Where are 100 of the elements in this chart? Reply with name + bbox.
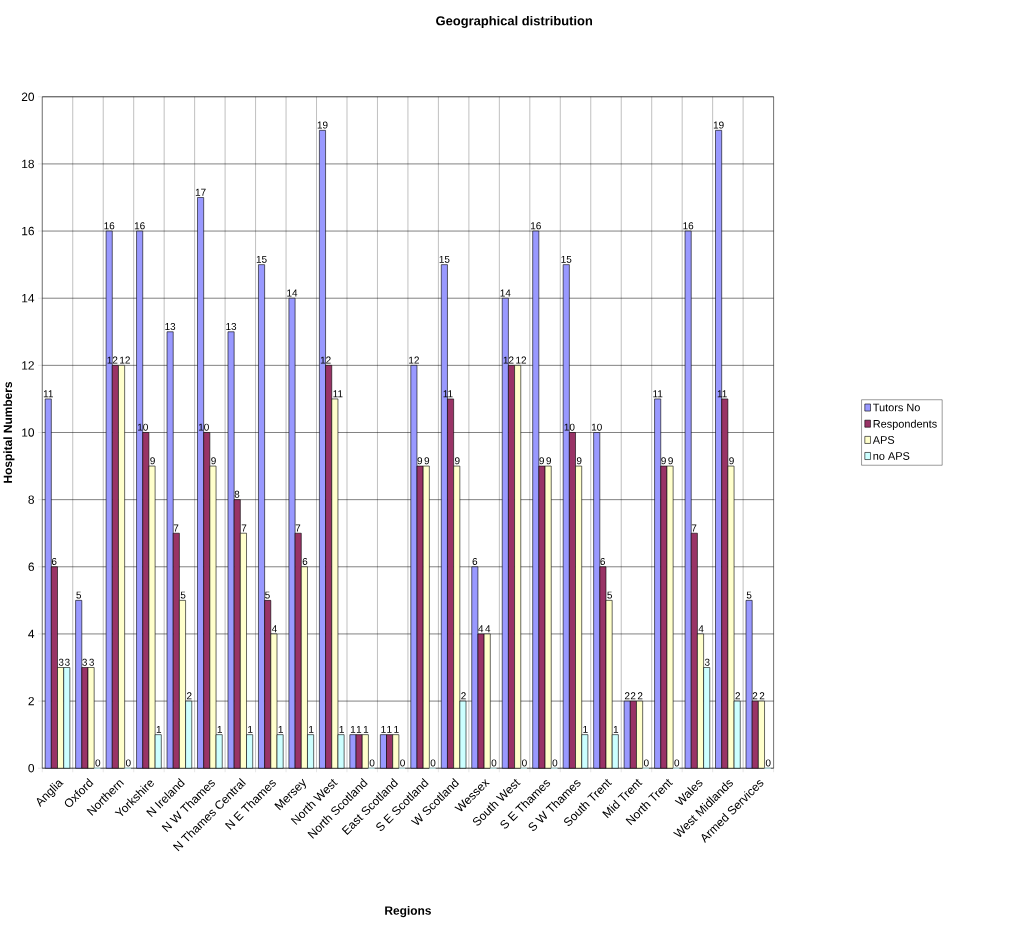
data-label: 7 <box>691 524 697 532</box>
data-label: 0 <box>765 759 771 767</box>
data-label: 9 <box>417 457 423 465</box>
data-label: 6 <box>302 558 308 566</box>
data-label: 0 <box>643 759 649 767</box>
data-label: 4 <box>485 625 491 633</box>
data-label: 1 <box>350 726 356 733</box>
data-label: 1 <box>309 726 314 733</box>
data-label: 9 <box>668 457 673 465</box>
data-label: 1 <box>394 726 399 733</box>
data-label: 14 <box>287 289 298 297</box>
data-label: 12 <box>503 356 514 364</box>
data-label: 9 <box>424 457 430 465</box>
data-label: 7 <box>295 524 301 532</box>
data-label: 9 <box>576 457 582 465</box>
data-label: 13 <box>226 323 237 331</box>
legend-label: APS <box>872 436 895 444</box>
data-label: 1 <box>156 726 162 733</box>
data-label: 15 <box>256 255 267 263</box>
data-label: 9 <box>211 457 216 465</box>
data-label: 3 <box>89 658 94 666</box>
data-label: 0 <box>674 759 680 767</box>
data-label: 1 <box>217 726 222 733</box>
data-label: 12 <box>516 356 527 364</box>
y-tick-label: 8 <box>28 495 34 504</box>
data-label: 3 <box>704 658 710 666</box>
data-label: 5 <box>746 591 752 599</box>
data-label: 1 <box>381 726 386 733</box>
data-label: 4 <box>478 625 484 633</box>
data-label: 11 <box>653 390 663 398</box>
data-label: 2 <box>461 692 466 700</box>
y-tick-label: 16 <box>22 226 34 236</box>
data-label: 0 <box>95 759 101 767</box>
data-label: 3 <box>58 658 64 666</box>
data-label: 9 <box>539 457 544 465</box>
data-label: 2 <box>752 692 758 700</box>
data-label: 4 <box>698 625 704 633</box>
data-label: 17 <box>195 188 206 196</box>
data-label: 9 <box>546 457 552 465</box>
data-label: 16 <box>134 222 145 230</box>
y-axis-title: Hospital Numbers <box>3 382 15 483</box>
data-label: 19 <box>317 121 328 129</box>
data-label: 2 <box>186 692 192 700</box>
y-tick-label: 10 <box>22 428 35 437</box>
data-label: 14 <box>500 289 511 297</box>
data-label: 10 <box>591 423 602 431</box>
data-label: 1 <box>387 726 392 733</box>
chart-title: Geographical distribution <box>436 15 593 29</box>
data-label: 10 <box>138 423 148 431</box>
data-label: 0 <box>400 759 405 767</box>
data-label: 12 <box>409 356 419 364</box>
legend-label: Tutors No <box>873 403 920 412</box>
data-label: 0 <box>369 759 375 767</box>
data-label: 10 <box>198 423 209 431</box>
data-label: 6 <box>600 558 605 566</box>
data-label: 5 <box>607 591 613 599</box>
data-label: 5 <box>265 591 270 599</box>
data-label: 9 <box>455 457 460 465</box>
data-label: 1 <box>339 726 344 733</box>
data-label: 4 <box>271 625 277 633</box>
data-label: 5 <box>180 591 186 599</box>
data-label: 16 <box>104 222 115 230</box>
data-label: 1 <box>356 726 362 733</box>
data-label: 5 <box>76 591 82 599</box>
data-label: 3 <box>82 658 87 666</box>
data-label: 2 <box>735 692 741 700</box>
data-label: 11 <box>333 390 343 398</box>
data-label: 0 <box>491 759 497 767</box>
data-label: 1 <box>613 726 619 733</box>
data-label: 7 <box>173 524 179 532</box>
x-axis-title: Regions <box>385 906 431 918</box>
data-label: 1 <box>248 726 253 733</box>
data-label: 1 <box>363 726 369 733</box>
data-label: 0 <box>430 759 436 767</box>
data-label: 2 <box>637 692 643 700</box>
data-label: 15 <box>561 255 572 263</box>
data-label: 8 <box>234 490 240 498</box>
data-label: 1 <box>583 726 588 733</box>
y-tick-label: 2 <box>28 697 34 706</box>
y-tick-label: 4 <box>28 629 35 639</box>
data-label: 0 <box>125 759 131 767</box>
data-label: 12 <box>120 356 130 364</box>
data-label: 13 <box>165 323 176 331</box>
y-tick-label: 6 <box>28 562 34 572</box>
data-label: 15 <box>439 255 450 263</box>
data-label: 9 <box>729 457 734 465</box>
data-label: 0 <box>552 759 558 767</box>
y-tick-label: 0 <box>28 764 35 773</box>
data-label: 6 <box>51 558 57 566</box>
y-tick-label: 12 <box>22 361 34 370</box>
data-label: 12 <box>107 356 118 364</box>
data-label: 2 <box>624 692 630 700</box>
data-label: 1 <box>278 726 283 733</box>
y-tick-label: 18 <box>22 159 34 169</box>
data-label: 16 <box>531 222 541 230</box>
data-label: 2 <box>630 692 636 700</box>
y-tick-label: 14 <box>22 294 35 303</box>
y-tick-label: 20 <box>21 92 35 102</box>
data-label: 7 <box>241 524 247 532</box>
data-label: 0 <box>522 759 527 767</box>
